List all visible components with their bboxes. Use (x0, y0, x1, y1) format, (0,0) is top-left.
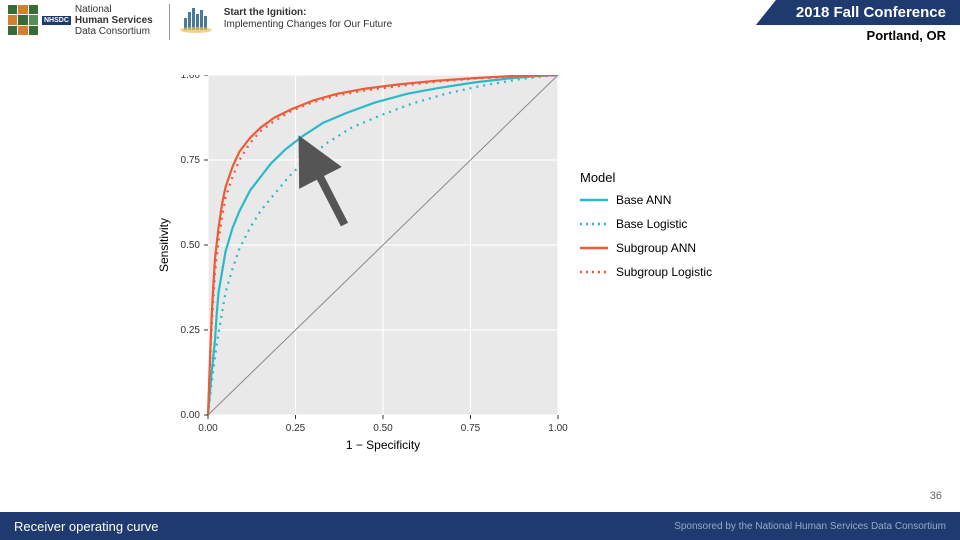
ignition-text: Start the Ignition: Implementing Changes… (224, 7, 392, 31)
legend-label: Subgroup ANN (616, 241, 696, 255)
svg-text:1.00: 1.00 (548, 423, 568, 434)
ignition-logo: Start the Ignition: Implementing Changes… (178, 0, 392, 34)
footer: Receiver operating curve Sponsored by th… (0, 512, 960, 540)
svg-text:0.25: 0.25 (286, 423, 306, 434)
legend-swatch-solid-orange (580, 242, 608, 254)
roc-svg: 0.00 0.00 0.25 0.25 0.50 0.50 0.75 0.75 1.00 1.00… (150, 75, 590, 470)
svg-text:1 − Specificity: 1 − Specificity (346, 438, 420, 452)
legend-item-subgroup-ann: Subgroup ANN (580, 241, 712, 255)
svg-text:0.00: 0.00 (198, 423, 218, 434)
header: NHSDC National Human Services Data Conso… (0, 0, 960, 48)
sponsor-text: Sponsored by the National Human Services… (674, 521, 946, 532)
svg-text:0.75: 0.75 (461, 423, 481, 434)
grid-icon (8, 5, 38, 35)
svg-text:Sensitivity: Sensitivity (157, 218, 171, 272)
legend-swatch-solid-teal (580, 194, 608, 206)
legend-swatch-dotted-orange (580, 266, 608, 278)
divider (169, 4, 170, 40)
org-line2: Human Services (75, 15, 153, 26)
org-name: National Human Services Data Consortium (75, 4, 153, 37)
svg-text:1.00: 1.00 (181, 75, 201, 81)
svg-text:0.50: 0.50 (373, 423, 393, 434)
conference-location: Portland, OR (867, 28, 946, 43)
slide-title: Receiver operating curve (14, 519, 159, 534)
svg-text:0.25: 0.25 (181, 325, 201, 336)
page-number: 36 (930, 490, 942, 502)
legend-label: Base Logistic (616, 217, 687, 231)
legend-label: Subgroup Logistic (616, 265, 712, 279)
legend-item-base-ann: Base ANN (580, 193, 712, 207)
legend-swatch-dotted-teal (580, 218, 608, 230)
ignition-line1: Start the Ignition: (224, 7, 392, 19)
org-line1: National (75, 4, 153, 15)
svg-text:0.50: 0.50 (181, 240, 201, 251)
nhsdc-logo: NHSDC National Human Services Data Conso… (0, 0, 161, 40)
org-line3: Data Consortium (75, 26, 153, 37)
legend-item-subgroup-logistic: Subgroup Logistic (580, 265, 712, 279)
ignition-line2: Implementing Changes for Our Future (224, 19, 392, 31)
legend-item-base-logistic: Base Logistic (580, 217, 712, 231)
legend-title: Model (580, 170, 712, 185)
conference-banner: 2018 Fall Conference (756, 0, 960, 25)
legend-label: Base ANN (616, 193, 671, 207)
nhsdc-badge: NHSDC (42, 16, 71, 25)
skyline-icon (178, 4, 218, 34)
roc-chart: 0.00 0.00 0.25 0.25 0.50 0.50 0.75 0.75 1.00 1.00… (150, 75, 830, 475)
svg-text:0.00: 0.00 (181, 410, 201, 421)
svg-text:0.75: 0.75 (181, 155, 201, 166)
legend: Model Base ANN Base Logistic Subgroup AN… (580, 170, 712, 289)
